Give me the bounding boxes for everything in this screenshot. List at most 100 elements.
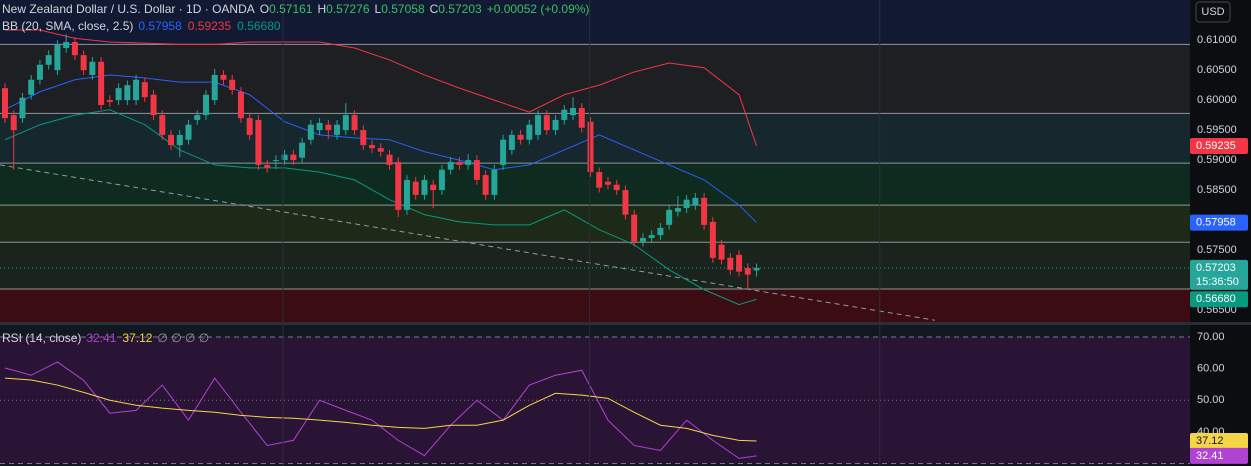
price-axis-background <box>1190 0 1251 466</box>
candle-body <box>674 208 681 212</box>
candle-body <box>438 169 445 191</box>
price-tag-label: 0.56680 <box>1196 293 1236 305</box>
indicator-name: RSI (14, close) <box>2 331 82 345</box>
candle-body <box>202 94 209 116</box>
zone <box>0 205 1190 243</box>
y-tick-label: 0.59000 <box>1197 154 1237 166</box>
candle-body <box>19 97 26 119</box>
candle-body <box>106 100 113 102</box>
candle-body <box>1 88 8 119</box>
candle-body <box>683 199 690 209</box>
candle-body <box>141 82 148 98</box>
price-tag <box>1190 291 1248 308</box>
candle-body <box>552 119 559 131</box>
candle-body <box>570 107 577 116</box>
ohlc: H0.57276 <box>317 2 369 16</box>
price-tag-label: 32.41 <box>1196 450 1224 462</box>
candle-body <box>307 124 314 140</box>
candle-body <box>351 115 358 131</box>
bb-line <box>4 29 758 147</box>
y-tick-label: 0.59500 <box>1197 124 1237 136</box>
bb-legend: BB (20, SMA, close, 2.5) 0.57958 0.59235 0… <box>2 19 281 33</box>
rsi-pane <box>0 336 1190 464</box>
indicator-value: 37.12 <box>122 331 153 345</box>
price-tag-label: 37.12 <box>1196 435 1224 447</box>
indicator-name: BB (20, SMA, close, 2.5) <box>2 19 134 33</box>
trendline <box>0 164 935 321</box>
candle-body <box>45 55 52 65</box>
price-tag <box>1190 259 1248 290</box>
currency-box <box>1195 1 1231 23</box>
candle-body <box>631 214 638 242</box>
candle-body <box>482 175 489 195</box>
candle-body <box>456 161 463 165</box>
candle-body <box>334 124 341 135</box>
candle-body <box>639 238 646 242</box>
candle-body <box>28 79 35 95</box>
candle-body <box>299 142 306 158</box>
candle-body <box>473 160 480 180</box>
candle-body <box>709 221 716 258</box>
rsi-line <box>4 361 757 459</box>
bb-line <box>4 74 757 223</box>
indicator-value: 0.57958 <box>138 19 182 33</box>
candle-body <box>753 267 760 271</box>
ohlc-label: L <box>374 2 382 16</box>
candle-body <box>133 79 140 101</box>
price-tag <box>1190 432 1248 449</box>
candle-body <box>342 115 349 131</box>
ohlc-value: 0.57161 <box>269 2 313 16</box>
zone <box>0 113 1190 164</box>
price-tag-label: 0.57958 <box>1196 216 1236 228</box>
candle-body <box>622 190 629 215</box>
price-tag <box>1190 214 1248 231</box>
y-tick-label: 0.58500 <box>1197 184 1237 196</box>
candle-body <box>36 64 43 80</box>
ohlc-label: O <box>259 2 270 16</box>
candle-body <box>386 154 393 165</box>
candle-body <box>535 115 542 135</box>
candle-body <box>517 134 524 140</box>
candle-body <box>701 197 708 225</box>
ohlc: L0.57058 <box>375 2 425 16</box>
candle-body <box>430 184 437 191</box>
candle-body <box>272 160 279 162</box>
ohlc: C0.57203 <box>430 2 482 16</box>
candle-body <box>421 179 428 195</box>
countdown: 15:36:50 <box>1196 276 1239 288</box>
y-tick-label: 0.60500 <box>1197 64 1237 76</box>
candle-body <box>229 79 236 90</box>
candle-body <box>727 257 734 270</box>
price-axis: 0.61000 0.60500 0.60000 0.59500 0.59000 0.585… <box>1190 34 1248 464</box>
candle-body <box>80 55 87 71</box>
candle-body <box>71 41 78 56</box>
y-tick-label: 0.61000 <box>1197 34 1237 46</box>
candle-body <box>657 227 664 236</box>
candle-body <box>447 161 454 170</box>
rsi-line <box>4 377 757 442</box>
y-tick-label: 60.00 <box>1197 363 1225 375</box>
candle-body <box>255 119 262 165</box>
candle-body <box>325 124 332 131</box>
y-tick-label: 70.00 <box>1197 331 1225 343</box>
ohlc-label: C <box>429 2 439 16</box>
candle-body <box>290 154 297 161</box>
y-tick-label: 0.57500 <box>1197 244 1237 256</box>
candle-body <box>692 197 699 206</box>
candle-body <box>211 74 218 101</box>
candle-body <box>403 179 410 210</box>
candle-body <box>124 85 131 101</box>
ohlc: O0.57161 <box>260 2 313 16</box>
candle-body <box>264 164 271 168</box>
candle-body <box>63 41 70 48</box>
change: +0.00052 (+0.09%) <box>486 2 590 16</box>
zone <box>0 44 1190 114</box>
candle-body <box>596 172 603 188</box>
price-tag-label: 0.59235 <box>1196 140 1236 152</box>
candle-body <box>220 74 227 80</box>
candle-body <box>543 115 550 131</box>
candle-body <box>115 88 122 101</box>
indicator-values: 32.41 37.12 <box>86 331 152 345</box>
